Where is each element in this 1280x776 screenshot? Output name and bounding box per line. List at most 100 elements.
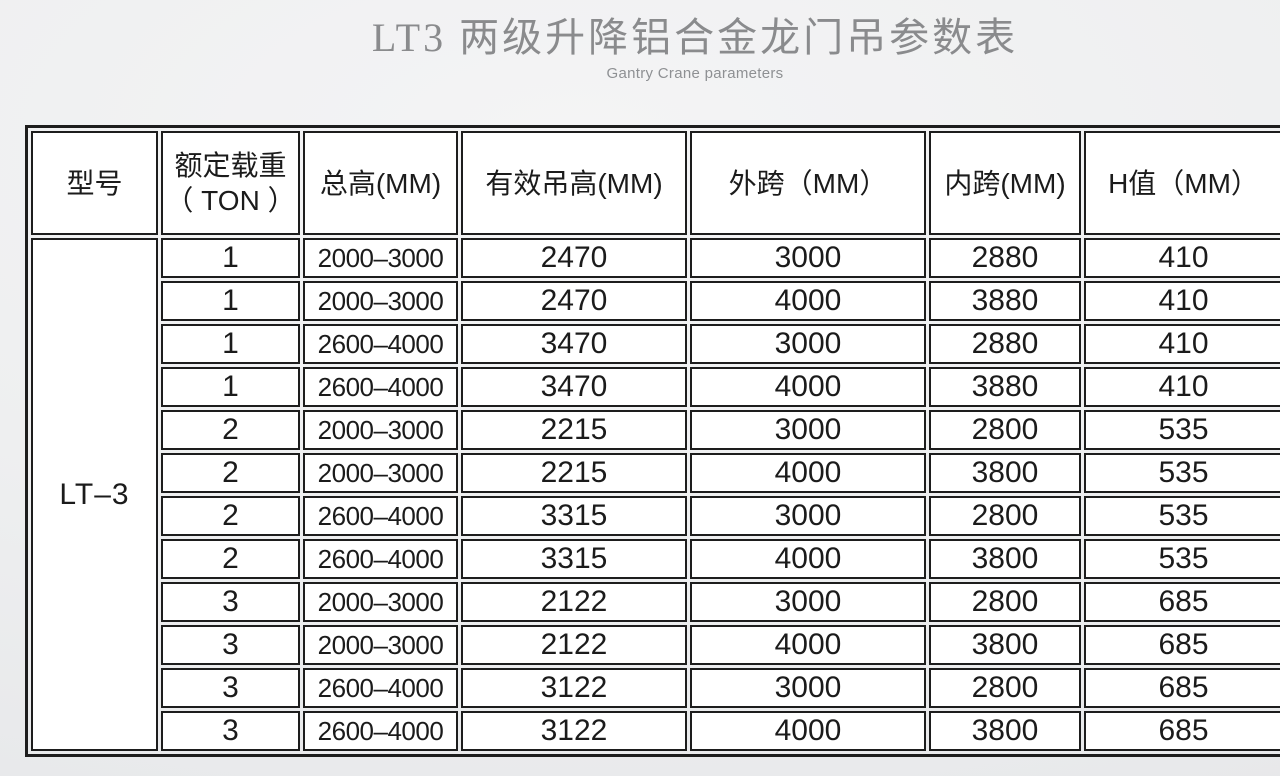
cell-rated-load: 1 <box>161 324 300 364</box>
table-row: 3 2600–4000 3122 4000 3800 685 <box>31 711 1280 751</box>
cell-effective-lift-height: 2122 <box>461 625 687 665</box>
cell-h-value: 410 <box>1084 238 1280 278</box>
cell-rated-load: 2 <box>161 496 300 536</box>
cell-rated-load: 3 <box>161 668 300 708</box>
cell-rated-load: 3 <box>161 711 300 751</box>
cell-inner-span: 2880 <box>929 324 1081 364</box>
table-row: 2 2000–3000 2215 4000 3800 535 <box>31 453 1280 493</box>
table-row: LT–3 1 2000–3000 2470 3000 2880 410 <box>31 238 1280 751</box>
cell-outer-span: 4000 <box>690 711 926 751</box>
cell-h-value: 685 <box>1084 668 1280 708</box>
cell-total-height: 2000–3000 <box>303 625 458 665</box>
header-outer-span: 外跨（MM） <box>690 131 926 235</box>
cell-effective-lift-height: 3470 <box>461 367 687 407</box>
cell-outer-span: 4000 <box>690 539 926 579</box>
cell-total-height: 2600–4000 <box>303 324 458 364</box>
cell-inner-span: 3880 <box>929 367 1081 407</box>
page-header: LT3 两级升降铝合金龙门吊参数表 Gantry Crane parameter… <box>0 0 1280 83</box>
cell-total-height: 2000–3000 <box>303 582 458 622</box>
cell-effective-lift-height: 2215 <box>461 453 687 493</box>
cell-total-height: 2000–3000 <box>303 238 458 278</box>
header-total-height: 总高(MM) <box>303 131 458 235</box>
cell-rated-load: 2 <box>161 539 300 579</box>
cell-effective-lift-height: 3315 <box>461 496 687 536</box>
cell-outer-span: 3000 <box>690 324 926 364</box>
cell-h-value: 685 <box>1084 582 1280 622</box>
cell-inner-span: 3800 <box>929 625 1081 665</box>
table-row: 1 2000–3000 2470 4000 3880 410 <box>31 281 1280 321</box>
cell-outer-span: 3000 <box>690 238 926 278</box>
cell-outer-span: 4000 <box>690 367 926 407</box>
header-h-value: H值（MM） <box>1084 131 1280 235</box>
cell-total-height: 2000–3000 <box>303 453 458 493</box>
cell-effective-lift-height: 3470 <box>461 324 687 364</box>
cell-h-value: 410 <box>1084 367 1280 407</box>
cell-inner-span: 2800 <box>929 410 1081 450</box>
cell-effective-lift-height: 2470 <box>461 238 687 278</box>
cell-inner-span: 3800 <box>929 539 1081 579</box>
table-row: 2 2600–4000 3315 3000 2800 535 <box>31 496 1280 536</box>
table-row: 1 2600–4000 3470 4000 3880 410 <box>31 367 1280 407</box>
header-rated-load-line1: 额定载重 <box>174 150 287 181</box>
cell-h-value: 535 <box>1084 539 1280 579</box>
cell-effective-lift-height: 3122 <box>461 668 687 708</box>
cell-inner-span: 3800 <box>929 453 1081 493</box>
cell-total-height: 2000–3000 <box>303 281 458 321</box>
cell-rated-load: 3 <box>161 582 300 622</box>
gantry-crane-parameters-table: 型号 额定载重 （ TON ） 总高(MM) 有效吊高(MM) 外跨（MM） 内… <box>25 125 1280 757</box>
cell-h-value: 410 <box>1084 281 1280 321</box>
cell-outer-span: 4000 <box>690 281 926 321</box>
cell-h-value: 535 <box>1084 453 1280 493</box>
model-cell: LT–3 <box>31 238 158 751</box>
cell-rated-load: 1 <box>161 281 300 321</box>
page-title: LT3 两级升降铝合金龙门吊参数表 <box>371 15 1019 60</box>
cell-outer-span: 4000 <box>690 625 926 665</box>
cell-total-height: 2600–4000 <box>303 711 458 751</box>
cell-h-value: 535 <box>1084 496 1280 536</box>
cell-effective-lift-height: 2470 <box>461 281 687 321</box>
cell-h-value: 535 <box>1084 410 1280 450</box>
cell-rated-load: 2 <box>161 410 300 450</box>
table-row: 2 2000–3000 2215 3000 2800 535 <box>31 410 1280 450</box>
cell-rated-load: 3 <box>161 625 300 665</box>
cell-effective-lift-height: 2122 <box>461 582 687 622</box>
cell-effective-lift-height: 2215 <box>461 410 687 450</box>
header-model: 型号 <box>31 131 158 235</box>
cell-outer-span: 3000 <box>690 582 926 622</box>
header-inner-span: 内跨(MM) <box>929 131 1081 235</box>
table-row: 3 2000–3000 2122 4000 3800 685 <box>31 625 1280 665</box>
cell-outer-span: 4000 <box>690 453 926 493</box>
cell-h-value: 685 <box>1084 711 1280 751</box>
cell-effective-lift-height: 3315 <box>461 539 687 579</box>
cell-total-height: 2600–4000 <box>303 367 458 407</box>
cell-effective-lift-height: 3122 <box>461 711 687 751</box>
cell-outer-span: 3000 <box>690 496 926 536</box>
cell-inner-span: 2800 <box>929 582 1081 622</box>
cell-inner-span: 2800 <box>929 496 1081 536</box>
cell-rated-load: 1 <box>161 238 300 278</box>
table-row: 3 2000–3000 2122 3000 2800 685 <box>31 582 1280 622</box>
header-rated-load-line2: （ TON ） <box>165 185 296 216</box>
cell-total-height: 2000–3000 <box>303 410 458 450</box>
cell-total-height: 2600–4000 <box>303 539 458 579</box>
cell-h-value: 410 <box>1084 324 1280 364</box>
cell-outer-span: 3000 <box>690 668 926 708</box>
cell-inner-span: 2800 <box>929 668 1081 708</box>
table-row: 1 2600–4000 3470 3000 2880 410 <box>31 324 1280 364</box>
cell-inner-span: 3800 <box>929 711 1081 751</box>
table-row: 3 2600–4000 3122 3000 2800 685 <box>31 668 1280 708</box>
table-row: 2 2600–4000 3315 4000 3800 535 <box>31 539 1280 579</box>
header-row: 型号 额定载重 （ TON ） 总高(MM) 有效吊高(MM) 外跨（MM） 内… <box>31 131 1280 235</box>
cell-rated-load: 2 <box>161 453 300 493</box>
cell-inner-span: 3880 <box>929 281 1081 321</box>
cell-outer-span: 3000 <box>690 410 926 450</box>
header-rated-load: 额定载重 （ TON ） <box>161 131 300 235</box>
header-effective-lift-height: 有效吊高(MM) <box>461 131 687 235</box>
cell-h-value: 685 <box>1084 625 1280 665</box>
cell-inner-span: 2880 <box>929 238 1081 278</box>
page-subtitle: Gantry Crane parameters <box>606 65 784 82</box>
table-body: LT–3 1 2000–3000 2470 3000 2880 410 1 2000–3000 2… <box>31 238 1280 751</box>
cell-rated-load: 1 <box>161 367 300 407</box>
cell-total-height: 2600–4000 <box>303 668 458 708</box>
cell-total-height: 2600–4000 <box>303 496 458 536</box>
